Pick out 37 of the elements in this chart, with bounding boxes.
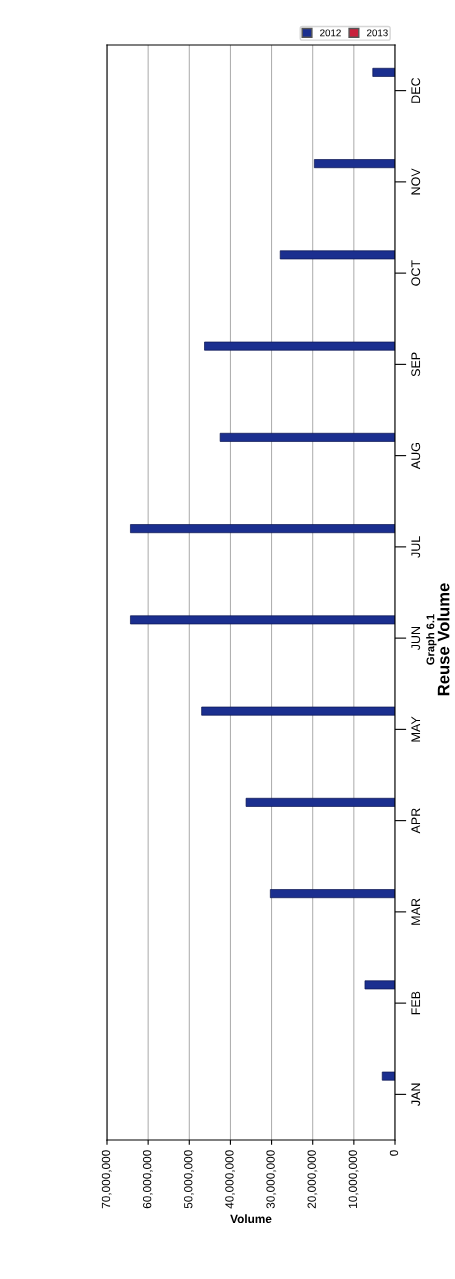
- bar: [314, 159, 395, 169]
- y-tick-label: JAN: [411, 1083, 421, 1106]
- text: Graph 6.1: [426, 614, 437, 665]
- legend-label: 2012: [320, 29, 341, 37]
- bar: [204, 341, 395, 351]
- x-tick-label: 10,000,000: [348, 1150, 359, 1208]
- y-tick-label: APR: [411, 808, 421, 834]
- bar: [279, 250, 395, 260]
- bar: [245, 797, 395, 807]
- y-tick-label: MAR: [411, 898, 421, 925]
- x-tick-label: 0: [389, 1150, 399, 1156]
- bar: [219, 432, 395, 442]
- x-tick-label: 50,000,000: [184, 1150, 194, 1209]
- bar: [381, 1071, 395, 1081]
- bar: [201, 706, 395, 716]
- y-tick-label: FEB: [411, 991, 421, 1015]
- x-tick-label: 40,000,000: [225, 1150, 235, 1209]
- y-tick-label: DEC: [411, 77, 421, 103]
- y-tick-label: OCT: [411, 260, 421, 286]
- bar: [372, 67, 395, 77]
- x-tick-label: 70,000,000: [101, 1150, 112, 1209]
- text: Reuse Volume: [437, 583, 450, 696]
- y-tick-label: JUL: [411, 536, 421, 558]
- bar: [130, 615, 395, 625]
- bar: [269, 889, 395, 899]
- x-tick-label: 60,000,000: [142, 1150, 153, 1209]
- y-tick-label: JUN: [411, 626, 421, 651]
- bar: [130, 524, 395, 534]
- y-tick-label: MAY: [411, 716, 421, 742]
- x-tick-label: 20,000,000: [307, 1150, 318, 1209]
- legend-label: 2013: [367, 29, 388, 37]
- y-tick-label: NOV: [411, 168, 421, 195]
- bar: [364, 980, 395, 990]
- x-tick-label: 30,000,000: [266, 1150, 277, 1209]
- y-tick-label: SEP: [411, 352, 421, 377]
- y-tick-label: AUG: [411, 443, 421, 470]
- x-axis-title: Volume: [230, 1214, 272, 1224]
